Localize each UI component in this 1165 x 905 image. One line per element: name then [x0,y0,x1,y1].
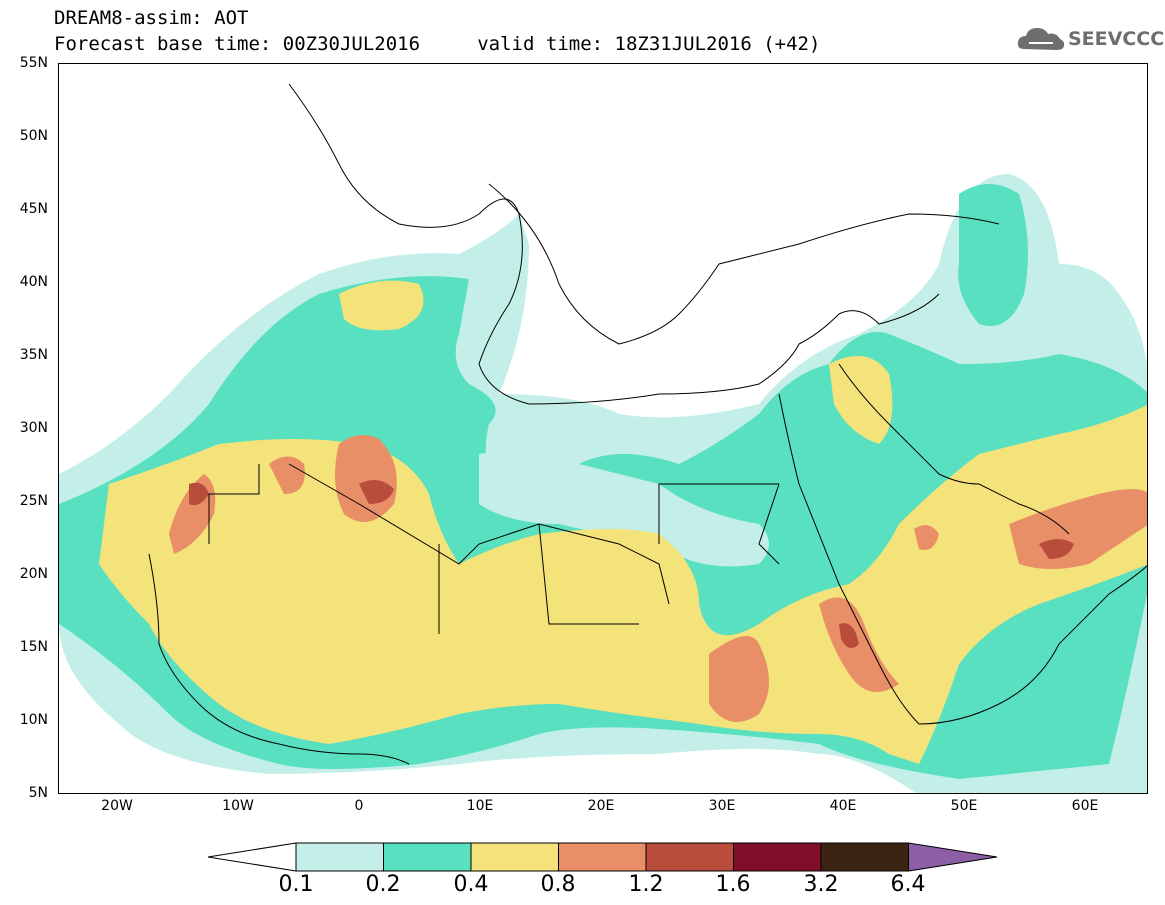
colorbar-label: 3.2 [803,872,839,897]
map-canvas [59,83,1147,793]
aot-band-1-2-eritrea [839,623,859,648]
lat-label: 45N [19,201,48,217]
lon-label: 60E [1071,798,1099,814]
aot-band-0-8-eritrea [819,597,899,692]
lon-label: 40E [829,798,857,814]
colorbar-label: 0.2 [365,872,401,897]
colorbar-seg-0-1 [295,842,384,872]
forecast-time-line: Forecast base time: 00Z30JUL2016 valid t… [54,33,821,55]
lon-label: 30E [708,798,736,814]
map-title: DREAM8-assim: AOT [54,7,249,29]
colorbar-seg-over [908,842,998,872]
colorbar [208,842,998,872]
colorbar-seg-1-6 [733,842,822,872]
lat-label: 5N [28,785,48,801]
colorbar-label: 1.6 [715,872,751,897]
aot-map [58,63,1148,794]
lat-label: 40N [19,274,48,290]
colorbar-label: 6.4 [890,872,926,897]
aot-band-0-2-caspian [958,184,1028,326]
lat-label: 55N [19,55,48,71]
colorbar-seg-1-2 [645,842,734,872]
aot-band-0-4-north [339,280,424,331]
colorbar-label: 1.2 [628,872,664,897]
colorbar-seg-under [208,842,297,872]
lon-label: 10W [222,798,254,814]
aot-band-0-8-sudan [709,636,769,722]
lat-label: 10N [19,712,48,728]
lon-label: 10E [466,798,494,814]
logo-text: SEEVCCC [1068,28,1165,50]
aot-band-0-4-iraq [829,356,893,444]
lon-label: 20W [101,798,133,814]
colorbar-seg-3-2 [820,842,909,872]
lon-label: 20E [587,798,615,814]
colorbar-seg-0-4 [470,842,559,872]
colorbar-label: 0.8 [540,872,576,897]
colorbar-seg-0-2 [383,842,472,872]
lat-label: 25N [19,493,48,509]
cloud-icon [1017,28,1065,50]
lat-label: 30N [19,420,48,436]
aot-band-0-1-libya [479,450,769,567]
coastlines [148,83,1147,765]
aot-band-0-8-morocco [269,456,305,494]
lat-label: 20N [19,566,48,582]
colorbar-label: 0.1 [278,872,314,897]
lon-label: 0 [354,798,364,814]
aot-band-1-2-oman [1039,539,1074,559]
aot-band-1-2-wsahara [189,482,209,506]
lat-label: 15N [19,639,48,655]
aot-band-0-8-saudi [914,525,939,550]
lon-label: 50E [950,798,978,814]
lat-label: 35N [19,347,48,363]
seevccc-logo: SEEVCCC [1016,24,1164,54]
aot-band-1-2-algeria [359,480,394,504]
colorbar-label: 0.4 [453,872,489,897]
lat-label: 50N [19,128,48,144]
colorbar-seg-0-8 [558,842,647,872]
